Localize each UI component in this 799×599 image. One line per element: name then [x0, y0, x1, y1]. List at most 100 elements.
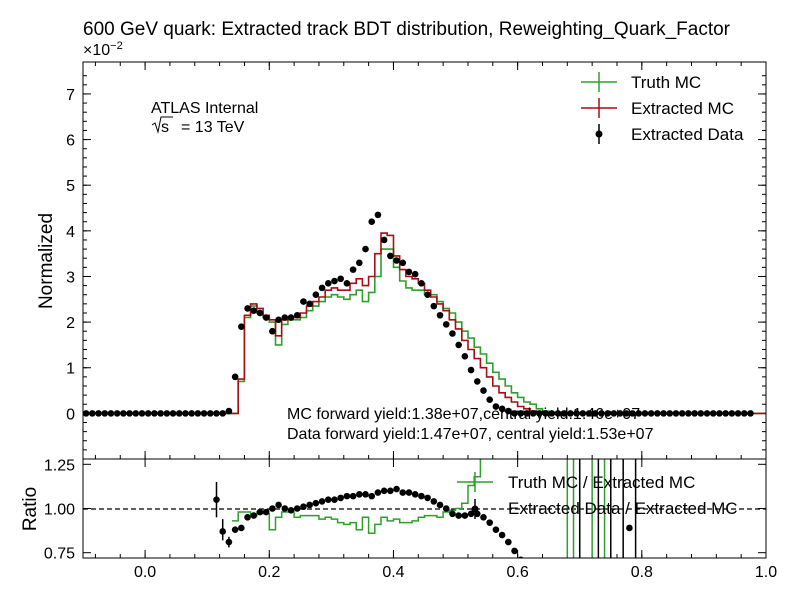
ratio-legend-item-data: Extracted Data / Extracted MC — [471, 499, 738, 519]
data-point — [591, 410, 599, 417]
data-point — [672, 410, 680, 417]
ratio-legend-label-data: Extracted Data / Extracted MC — [508, 499, 738, 518]
data-point — [95, 410, 102, 417]
data-point — [728, 410, 736, 417]
ratio-data-point — [324, 496, 332, 503]
main-y-tick-label: 6 — [66, 133, 75, 150]
ratio-data-point — [238, 524, 245, 532]
ratio-data-point — [374, 489, 382, 496]
data-point — [678, 410, 686, 417]
data-point — [306, 300, 313, 308]
legend-label-extracted-data: Extracted Data — [631, 125, 744, 144]
ratio-data-point — [362, 491, 369, 498]
main-y-tick-label: 4 — [66, 224, 75, 241]
ratio-data-point — [349, 492, 357, 500]
ratio-data-point — [486, 519, 493, 526]
data-point — [244, 305, 251, 312]
ratio-data-point — [461, 512, 469, 519]
ratio-data-point — [467, 510, 475, 518]
ratio-data-point — [300, 503, 307, 511]
ratio-data-point — [517, 556, 524, 558]
data-point — [256, 309, 264, 317]
data-point — [362, 245, 369, 253]
data-point — [343, 280, 351, 287]
legend-label-truth-mc: Truth MC — [631, 73, 701, 92]
data-point — [480, 387, 487, 394]
data-point — [200, 410, 208, 417]
data-point — [194, 410, 202, 417]
data-point — [219, 410, 227, 417]
data-point — [120, 410, 127, 417]
chart-title: 600 GeV quark: Extracted track BDT distr… — [83, 19, 731, 40]
data-point — [604, 410, 611, 417]
ratio-y-tick-label: 0.75 — [44, 546, 75, 563]
data-point — [157, 410, 164, 417]
main-y-tick-label: 5 — [66, 178, 75, 195]
x-tick-label: 0.8 — [631, 564, 653, 581]
data-point — [579, 410, 587, 417]
data-point — [380, 236, 388, 244]
ratio-data-point — [498, 531, 506, 539]
ratio-series-truth-over-extracted — [232, 459, 482, 535]
data-point — [554, 410, 562, 417]
ratio-data-point — [343, 492, 351, 500]
ratio-y-tick-label: 1.00 — [44, 502, 75, 519]
ratio-data-point — [505, 538, 512, 546]
data-point — [691, 410, 698, 417]
data-point — [511, 410, 518, 417]
ratio-data-point — [424, 494, 431, 502]
data-point — [517, 410, 525, 417]
data-point — [411, 270, 419, 278]
data-point — [430, 302, 438, 310]
data-point — [83, 410, 90, 417]
data-point — [629, 410, 636, 417]
data-point — [281, 314, 289, 321]
data-point — [473, 378, 481, 385]
data-point — [747, 410, 754, 417]
data-point — [107, 410, 115, 417]
data-point — [250, 307, 258, 314]
energy-label: s = 13 TeV — [151, 116, 245, 136]
data-point — [666, 410, 674, 417]
data-point — [126, 410, 133, 417]
main-y-tick-label: 1 — [66, 361, 75, 378]
data-point — [387, 252, 394, 260]
data-point — [182, 410, 189, 417]
energy-sqrt-s: s — [161, 119, 169, 136]
ratio-data-point — [318, 498, 326, 505]
data-point — [269, 327, 276, 335]
data-point — [647, 410, 655, 417]
energy-value: = 13 TeV — [181, 119, 245, 136]
ratio-data-point — [306, 501, 313, 509]
data-point — [144, 410, 152, 417]
data-point — [132, 410, 140, 417]
data-point — [138, 410, 146, 417]
data-point — [175, 410, 183, 417]
data-point — [318, 284, 326, 292]
legend-item-truth-mc: Truth MC — [581, 72, 701, 92]
data-point — [660, 410, 667, 417]
data-point — [573, 410, 580, 417]
ratio-data-point — [225, 538, 233, 546]
ratio-data-point — [262, 508, 270, 516]
ratio-data-point — [331, 496, 338, 503]
data-point — [703, 410, 711, 417]
data-point — [492, 403, 500, 410]
data-point — [368, 218, 376, 226]
data-point — [523, 410, 531, 417]
ratio-data-point — [393, 485, 400, 493]
ratio-data-point — [449, 510, 456, 518]
data-point — [635, 410, 643, 417]
ratio-data-point — [380, 487, 388, 495]
ratio-data-point — [455, 512, 462, 519]
x-tick-label: 0.6 — [507, 564, 529, 581]
data-point — [560, 410, 568, 417]
data-point — [449, 330, 456, 337]
main-y-tick-label: 7 — [66, 87, 75, 104]
ratio-y-tick-label: 1.25 — [44, 457, 75, 474]
ratio-data-point — [436, 501, 444, 509]
data-yield-annotation: Data forward yield:1.47e+07, central yie… — [287, 426, 654, 443]
data-point — [300, 298, 307, 305]
ratio-data-point — [244, 514, 251, 521]
